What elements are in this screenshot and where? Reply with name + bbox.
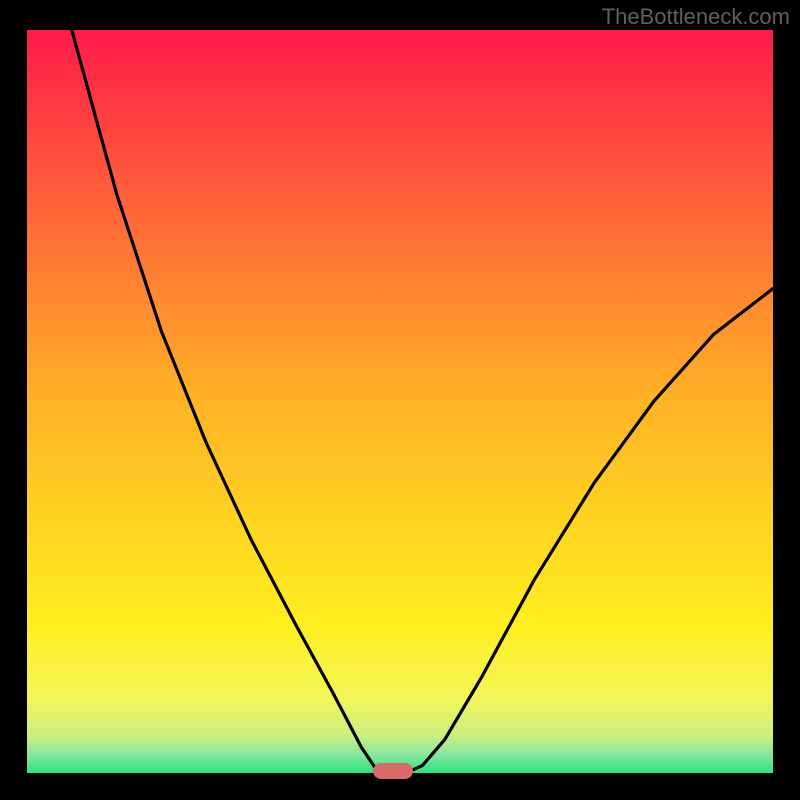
chart-container: TheBottleneck.com (0, 0, 800, 800)
bottleneck-curve (72, 30, 773, 772)
watermark-text: TheBottleneck.com (602, 4, 790, 30)
plot-area (27, 30, 773, 773)
minimum-marker (373, 763, 413, 779)
curve-svg (27, 30, 773, 773)
